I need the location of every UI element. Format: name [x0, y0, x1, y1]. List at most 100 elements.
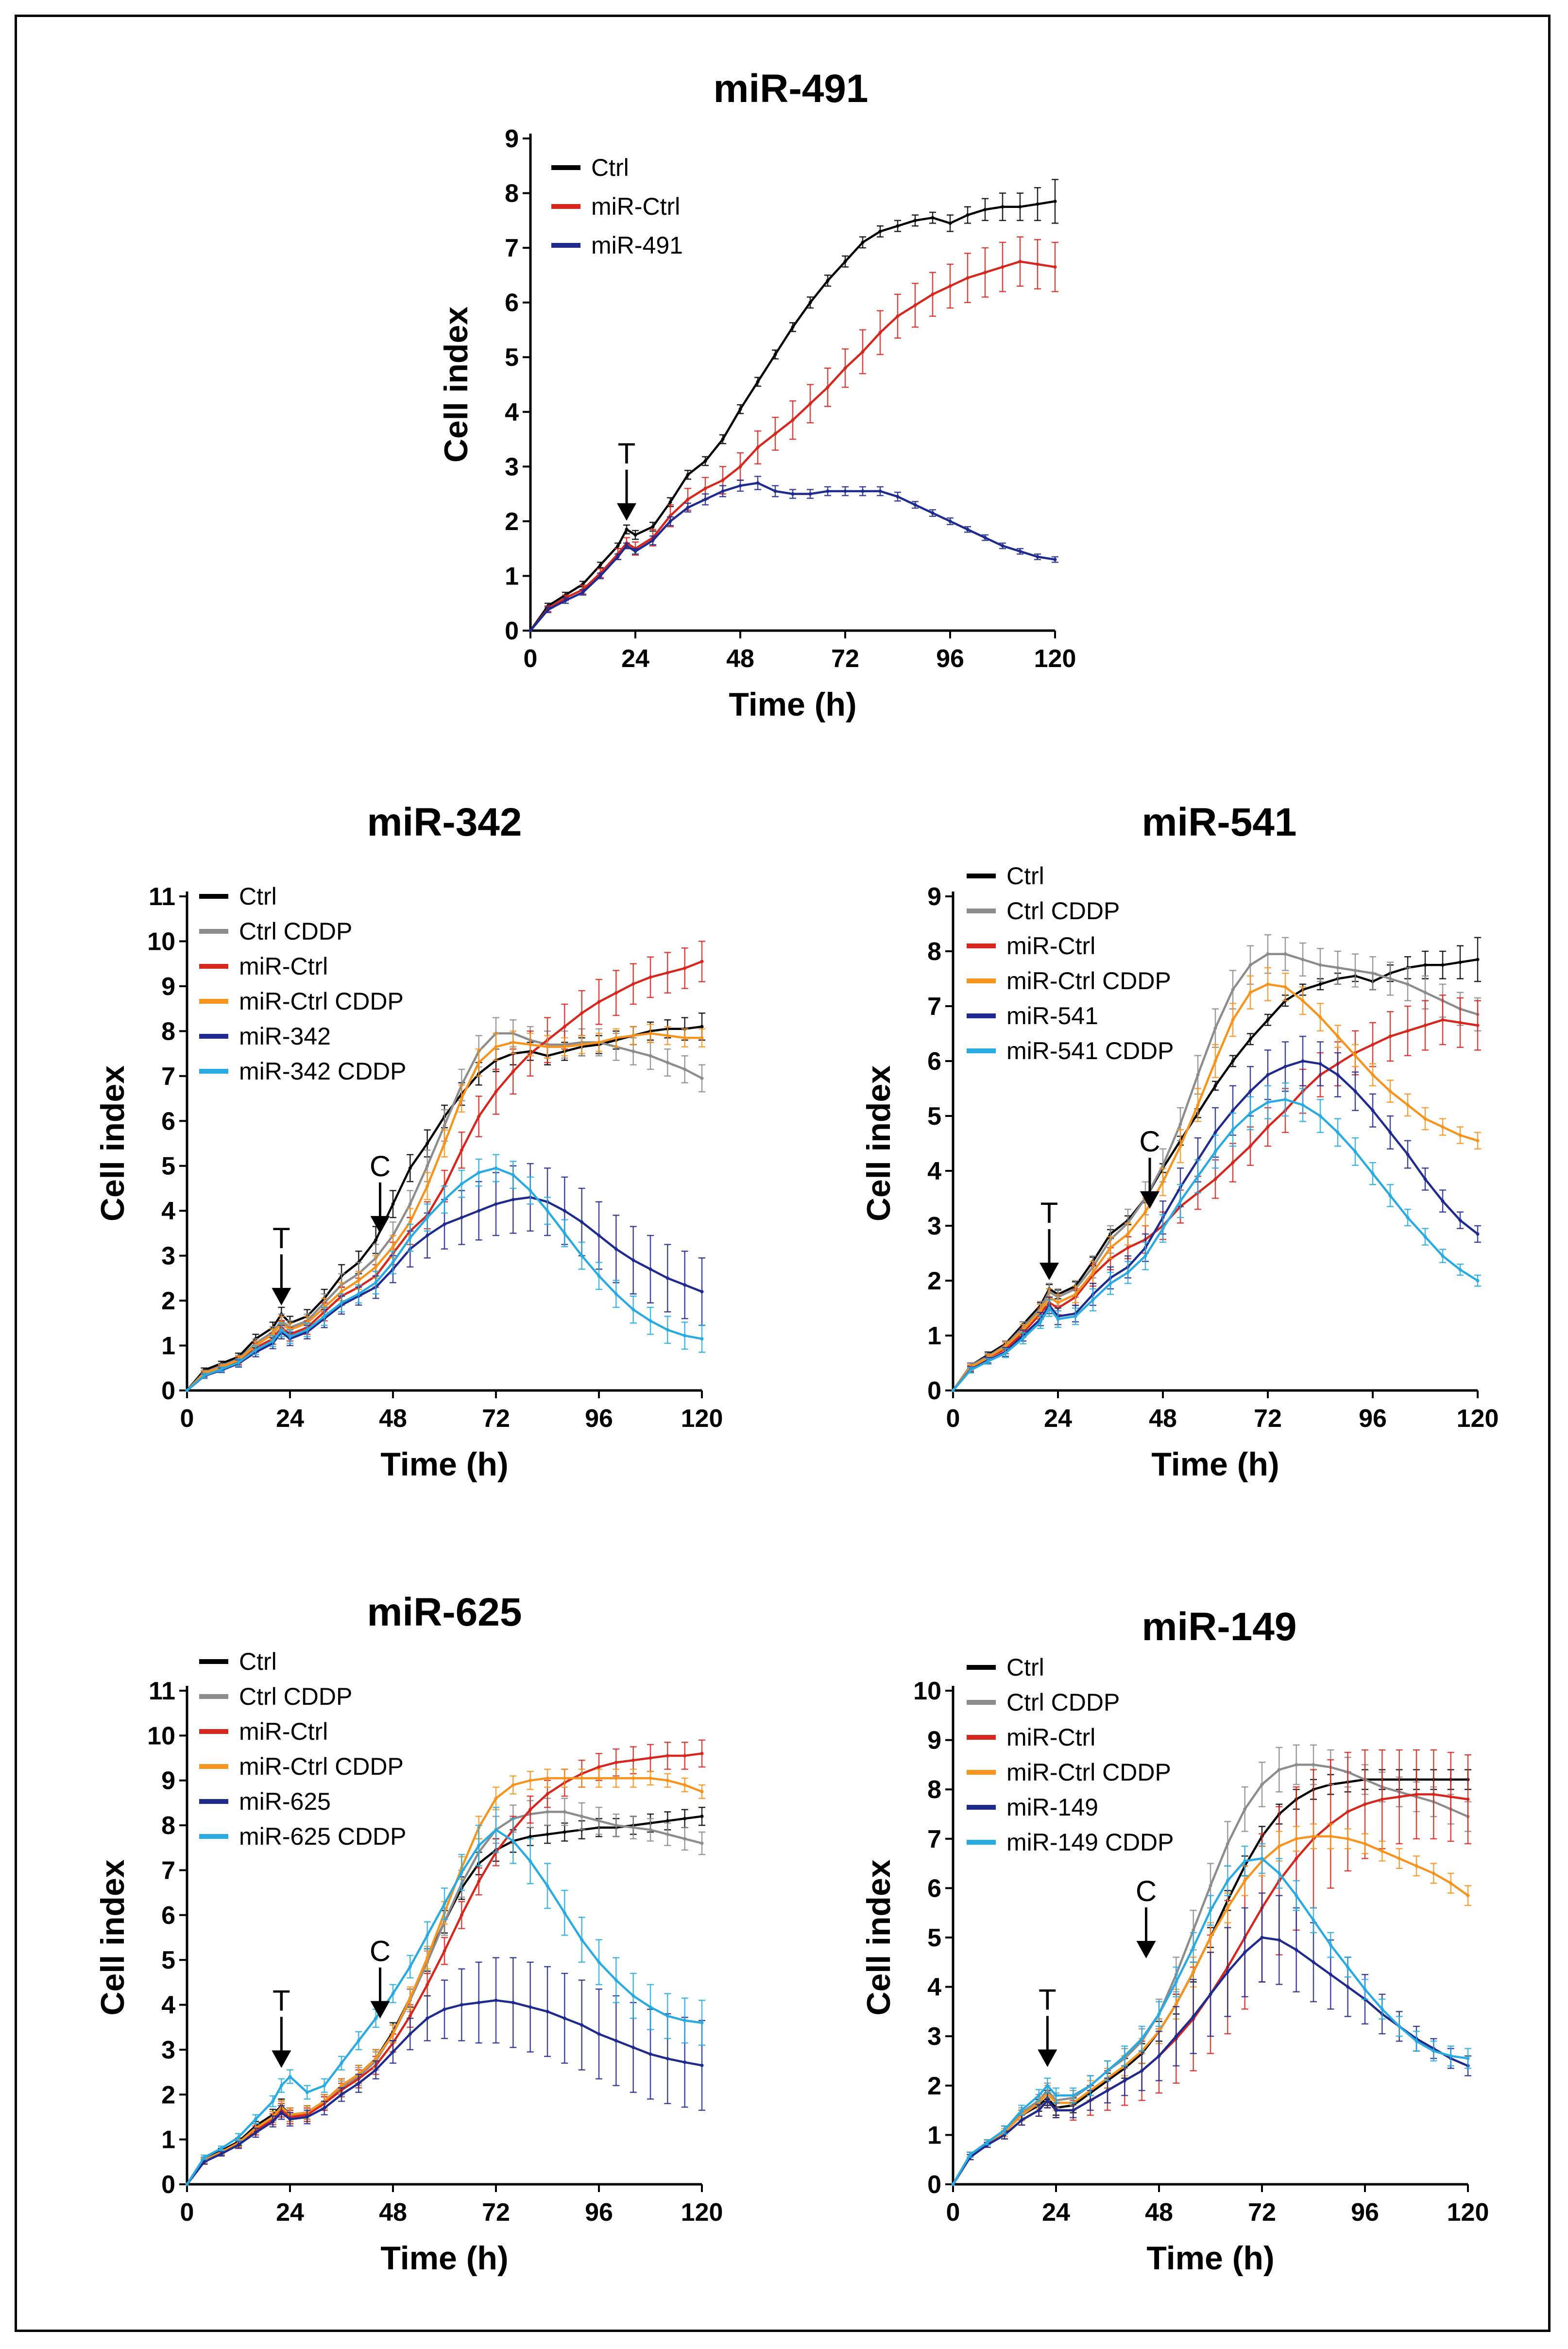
series-line [529, 260, 1056, 632]
data-point [185, 1389, 189, 1392]
data-point [580, 2023, 584, 2027]
data-point [1432, 1871, 1435, 1875]
data-point [700, 960, 704, 963]
data-point [460, 1913, 463, 1917]
legend-label: miR-Ctrl [1006, 932, 1095, 960]
data-point [966, 528, 970, 532]
series-mir-149-cddp [951, 1843, 1471, 2186]
data-point [1157, 2012, 1161, 2016]
data-point [477, 1880, 481, 1884]
data-point [616, 555, 620, 559]
data-point [843, 259, 847, 263]
data-point [1449, 1795, 1453, 1799]
y-tick-label: 0 [161, 1377, 175, 1405]
data-point [648, 1319, 652, 1323]
data-point [1312, 1763, 1315, 1766]
figure-frame [15, 15, 1551, 2332]
data-point [683, 966, 687, 970]
data-point [1143, 1254, 1147, 1258]
data-point [1123, 2079, 1126, 2083]
data-point [1209, 1884, 1212, 1887]
data-point [633, 533, 637, 537]
data-point [700, 2063, 704, 2067]
data-point [202, 1373, 206, 1377]
data-point [1243, 1859, 1247, 1863]
y-tick-label: 6 [505, 289, 519, 317]
data-point [1037, 2109, 1041, 2112]
data-point [1277, 1938, 1281, 1942]
legend-label: Ctrl [591, 154, 629, 181]
data-point [1388, 1089, 1392, 1093]
data-point [1213, 1059, 1217, 1063]
data-point [1277, 1871, 1281, 1875]
data-point [597, 2032, 601, 2036]
data-point [288, 1335, 292, 1338]
annotation-arrow-head [1136, 1940, 1156, 1958]
data-point [254, 2117, 257, 2121]
data-point [648, 2052, 652, 2056]
data-point [1018, 259, 1022, 263]
data-point [616, 544, 620, 548]
data-point [1301, 1103, 1305, 1107]
data-point [808, 492, 812, 496]
data-point [1174, 1980, 1178, 1984]
data-point [665, 1061, 669, 1064]
y-tick-label: 7 [161, 1856, 175, 1885]
data-point [1231, 1161, 1235, 1165]
data-point [1003, 2128, 1006, 2132]
data-point [808, 301, 812, 305]
y-tick-label: 0 [161, 2171, 175, 2199]
data-point [1001, 205, 1005, 209]
data-point [1301, 999, 1305, 1003]
annotation-label: C [370, 1935, 391, 1968]
legend-label: miR-Ctrl [1006, 1724, 1095, 1751]
data-point [1248, 1037, 1252, 1041]
data-point [1074, 1314, 1077, 1318]
data-point [700, 1036, 704, 1040]
data-point [279, 1328, 283, 1332]
data-point [443, 1142, 446, 1145]
data-point [1161, 1164, 1165, 1167]
chart-panel-3: miR-541 0 1 2 3 4 5 6 7 8 9 0 24 48 72 96 120 Time (h) Cel… [860, 800, 1499, 1483]
data-point [756, 380, 760, 384]
data-point [1312, 1918, 1315, 1922]
legend: Ctrl Ctrl CDDP miR-Ctrl miR-Ctrl CDDP miR-34… [199, 883, 407, 1085]
series-line [186, 960, 702, 1391]
data-point [1336, 1073, 1340, 1077]
y-tick-label: 4 [927, 1973, 941, 2002]
data-point [562, 1025, 566, 1029]
annotation-c: C [1139, 1125, 1160, 1209]
data-point [913, 503, 917, 507]
data-point [494, 1202, 498, 1206]
data-point [703, 459, 707, 463]
data-point [477, 1114, 481, 1118]
legend: Ctrl Ctrl CDDP miR-Ctrl miR-Ctrl CDDP miR-62… [199, 1648, 407, 1850]
data-point [756, 446, 760, 449]
data-point [966, 213, 970, 217]
y-tick-label: 8 [505, 180, 519, 208]
x-tick-label: 120 [681, 1405, 723, 1433]
data-point [1449, 1881, 1453, 1885]
annotation-arrow-head [272, 1287, 291, 1305]
data-point [1037, 2101, 1041, 2105]
data-point [1406, 1216, 1410, 1219]
legend-label: miR-625 [239, 1788, 331, 1815]
data-point [391, 2032, 395, 2036]
data-point [1398, 1795, 1401, 1799]
data-point [494, 1828, 498, 1832]
legend-label: Ctrl CDDP [1006, 897, 1120, 925]
data-point [408, 1166, 412, 1170]
y-tick-label: 5 [161, 1946, 175, 1974]
data-point [1423, 1117, 1427, 1121]
data-point [614, 1823, 618, 1827]
x-tick-label: 120 [1034, 645, 1076, 673]
y-tick-label: 6 [927, 1874, 941, 1903]
data-point [1248, 963, 1252, 967]
data-point [1192, 1945, 1195, 1949]
data-point [254, 2131, 257, 2135]
data-point [1174, 2034, 1178, 2038]
data-point [374, 2068, 378, 2072]
data-point [1045, 2084, 1049, 2088]
data-point [511, 1198, 515, 1201]
data-point [686, 506, 690, 510]
